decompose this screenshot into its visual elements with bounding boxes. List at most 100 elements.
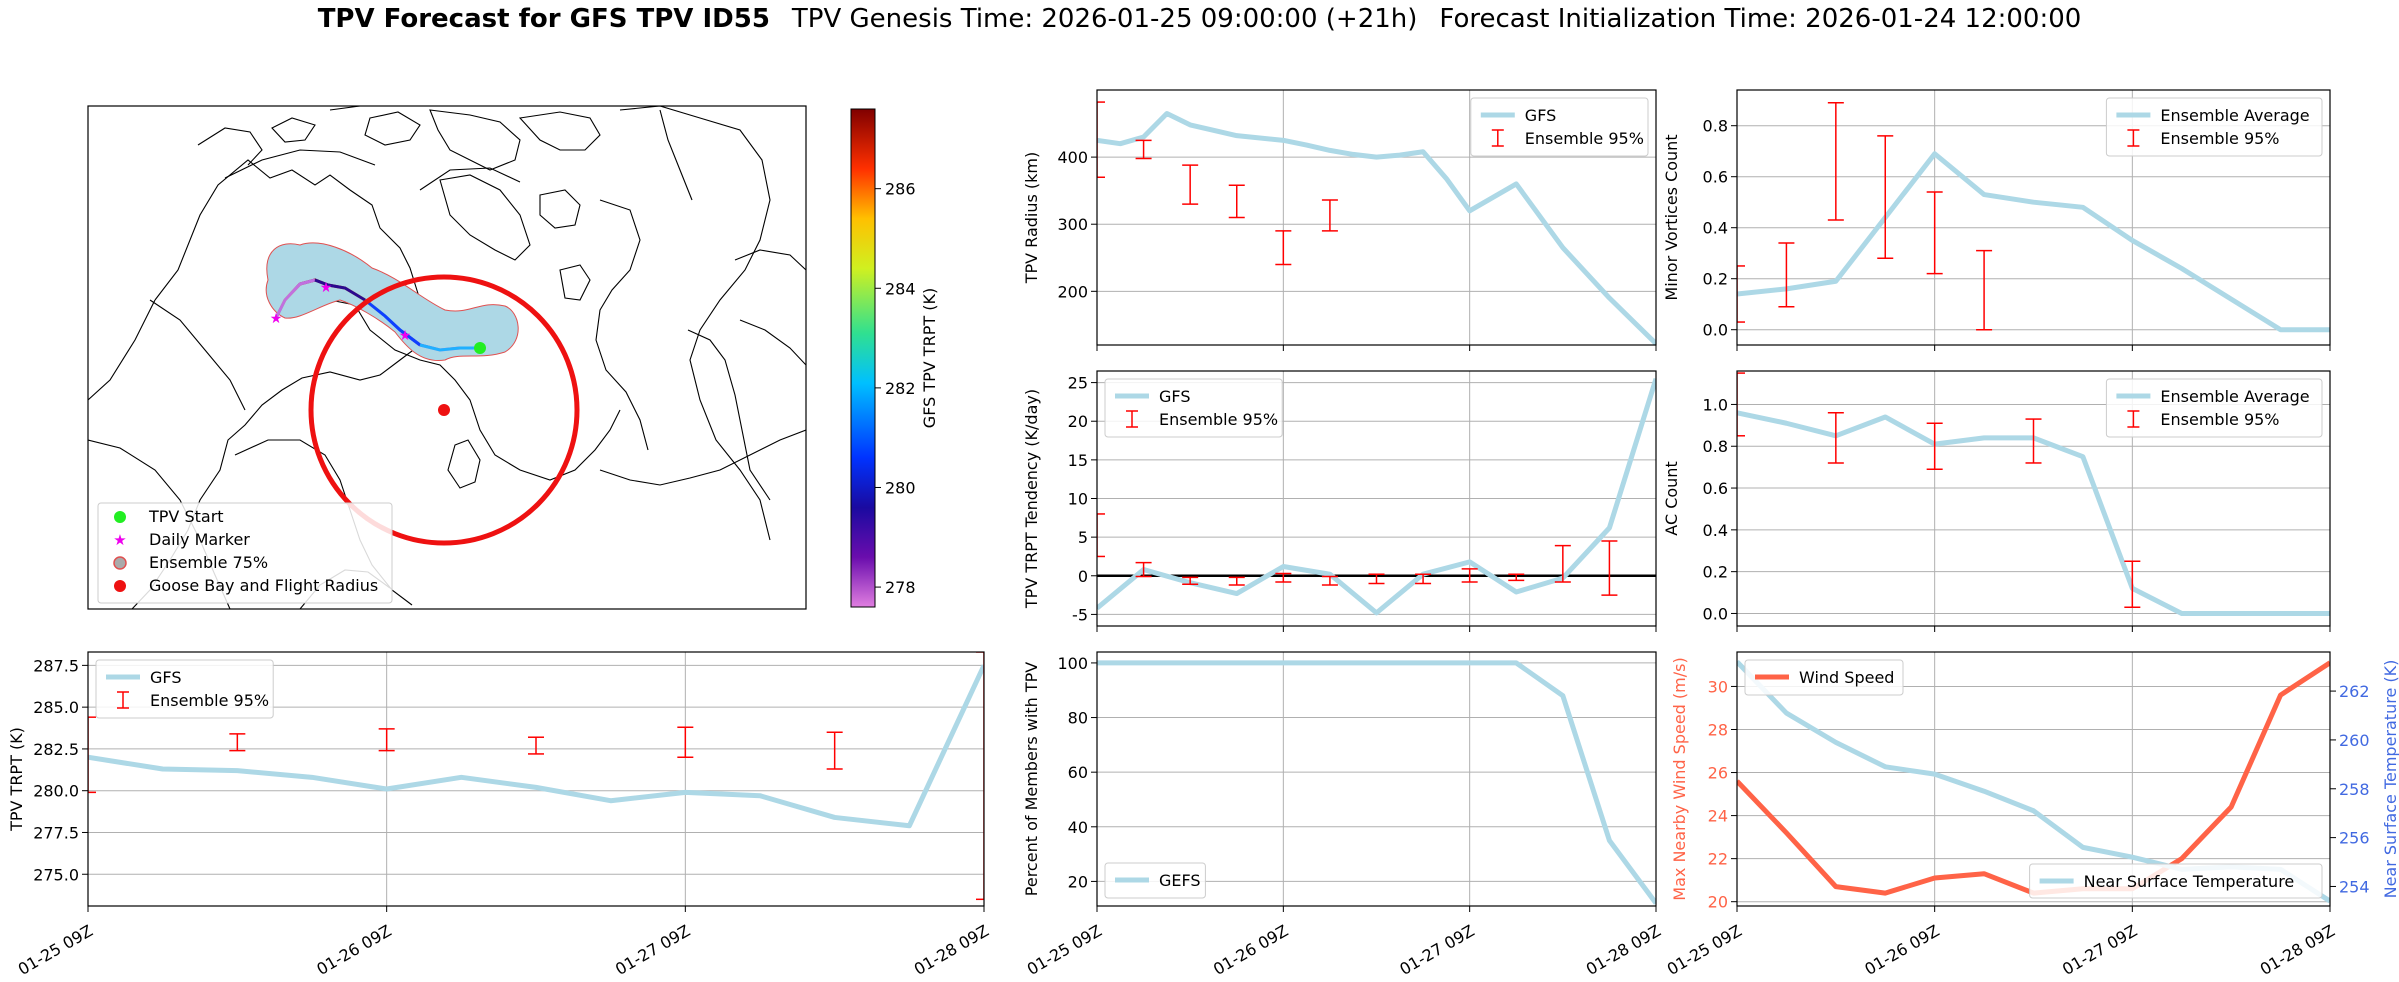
plot-frame — [1736, 651, 2331, 907]
y-tick-label: 287.5 — [33, 656, 79, 675]
y-axis-label: TPV TRPT Tendency (K/day) — [1022, 389, 1041, 609]
y-tick-label: 0.0 — [1703, 604, 1728, 623]
y-tick-label: 28 — [1708, 720, 1728, 739]
map-legend: TPV Start ★ Daily Marker Ensemble 75% Go… — [97, 502, 393, 604]
plot-content — [1097, 101, 1656, 345]
legend-label: GFS — [1525, 106, 1556, 125]
plot-content — [1737, 102, 2330, 333]
daily-marker-star: ★ — [270, 311, 283, 327]
y-tick-label: 1.0 — [1703, 395, 1728, 414]
series-line — [1097, 660, 1656, 905]
plot-content — [88, 652, 984, 901]
colorbar-tick-label: 278 — [885, 578, 916, 597]
y-tick-label: 280.0 — [33, 782, 79, 801]
chart-wind: 01-25 09Z 01-26 09Z 01-27 09Z 01-28 09Z 20 22… — [1664, 651, 2399, 979]
legend-label: Ensemble 95% — [150, 691, 269, 710]
plot-frame — [1096, 651, 1657, 907]
y-tick-label: 0.8 — [1703, 117, 1728, 136]
y-axis-label: Percent of Members with TPV — [1022, 662, 1041, 896]
map-legend-label: Daily Marker — [149, 530, 250, 549]
series-line — [1097, 110, 1656, 345]
colorbar-tick-label: 286 — [885, 180, 916, 199]
legend-goosebay-marker — [114, 580, 126, 592]
legend-label: Wind Speed — [1799, 668, 1894, 687]
plot-content — [1097, 377, 1656, 616]
y-tick-label: 275.0 — [33, 865, 79, 884]
chart-percent: 01-25 09Z 01-26 09Z 01-27 09Z 01-28 09Z 20 40… — [1022, 651, 1664, 979]
y-tick-label: 282.5 — [33, 740, 79, 759]
legend: GFS Ensemble 95% — [1470, 97, 1649, 157]
y-tick-label: -5 — [1072, 605, 1088, 624]
legend-label: Ensemble 95% — [1159, 410, 1278, 429]
legend-box — [2029, 863, 2323, 899]
y-axis-label: TPV TRPT (K) — [7, 727, 26, 832]
y-tick-label: 0.6 — [1703, 479, 1728, 498]
y2-tick-label: 254 — [2339, 877, 2370, 896]
plot-content — [1737, 372, 2330, 616]
y-tick-label: 20 — [1068, 412, 1088, 431]
y2-tick-label: 256 — [2339, 829, 2370, 848]
x-tick-label: 01-26 09Z — [313, 921, 394, 979]
colorbar-label: GFS TPV TRPT (K) — [920, 288, 939, 428]
y-tick-label: 20 — [1708, 893, 1728, 912]
legend-box — [1104, 862, 1206, 899]
map-legend-label: Goose Bay and Flight Radius — [149, 576, 378, 595]
x-tick-label: 01-28 09Z — [1583, 921, 1664, 979]
colorbar-tick-label: 284 — [885, 279, 916, 298]
legend-label: Ensemble Average — [2160, 387, 2309, 406]
y-tick-label: 60 — [1068, 763, 1088, 782]
legend: Ensemble Average Ensemble 95% — [2105, 378, 2323, 438]
legend-label: Near Surface Temperature — [2084, 872, 2295, 891]
y-tick-label: 26 — [1708, 764, 1728, 783]
legend-label: Ensemble 95% — [2160, 410, 2279, 429]
y-tick-label: 0.4 — [1703, 219, 1728, 238]
x-tick-label: 01-27 09Z — [612, 921, 693, 979]
y-tick-label: 25 — [1068, 374, 1088, 393]
chart-radius: 200 300 400 TPV Radius (km) GFS Ensemble 95% — [1022, 89, 1657, 351]
y-tick-label: 0.2 — [1703, 563, 1728, 582]
y-tick-label: 0 — [1078, 567, 1088, 586]
ensemble-75-area — [265, 242, 519, 362]
legend: Ensemble Average Ensemble 95% — [2105, 97, 2323, 157]
goose-bay-marker — [438, 404, 450, 416]
y-tick-label: 20 — [1068, 872, 1088, 891]
series-line — [1737, 151, 2330, 333]
y-tick-label: 0.6 — [1703, 168, 1728, 187]
colorbar-tick-label: 280 — [885, 478, 916, 497]
chart-tendency: -5 0 5 10 15 20 25 TPV TRPT Tendency (K/day) GFS… — [1022, 370, 1657, 632]
y-tick-label: 285.0 — [33, 698, 79, 717]
y-tick-label: 10 — [1068, 490, 1088, 509]
y-axis-label: Max Nearby Wind Speed (m/s) — [1670, 657, 1689, 900]
y-tick-label: 0.8 — [1703, 437, 1728, 456]
legend: Wind Speed — [1744, 659, 1904, 696]
legend-box — [95, 659, 274, 719]
y-tick-label: 80 — [1068, 709, 1088, 728]
legend-label: GFS — [1159, 387, 1190, 406]
x-tick-label: 01-25 09Z — [15, 921, 96, 979]
legend-secondary: Near Surface Temperature — [2029, 863, 2323, 899]
daily-marker-star: ★ — [399, 328, 412, 344]
y-tick-label: 40 — [1068, 818, 1088, 837]
y-axis-label: Minor Vortices Count — [1662, 134, 1681, 300]
x-tick-label: 01-27 09Z — [1396, 921, 1477, 979]
y-tick-label: 24 — [1708, 807, 1728, 826]
map-panel: ★ ★ ★ TPV Start ★ Daily Marker Ensemble … — [87, 105, 939, 610]
colorbar — [850, 108, 876, 608]
legend-ensemble-marker — [113, 556, 127, 570]
legend-label: Ensemble Average — [2160, 106, 2309, 125]
chart-minor: 0.0 0.2 0.4 0.6 0.8 Minor Vortices Count Ensem… — [1662, 89, 2331, 351]
flight-radius-circle — [308, 274, 580, 546]
figure-title-bold: TPV Forecast for GFS TPV ID55 — [317, 4, 770, 34]
chart-ac: 0.0 0.2 0.4 0.6 0.8 1.0 AC Count Ensemble Avera… — [1662, 370, 2331, 632]
genesis-time: TPV Genesis Time: 2026-01-25 09:00:00 (+… — [791, 4, 1418, 34]
map-legend-label: TPV Start — [148, 507, 224, 526]
y-tick-label: 300 — [1057, 215, 1088, 234]
daily-marker-star: ★ — [320, 280, 333, 296]
x-tick-label: 01-26 09Z — [1210, 921, 1291, 979]
y-axis-label: TPV Radius (km) — [1022, 152, 1041, 285]
legend-box — [2105, 378, 2323, 438]
x-tick-label: 01-28 09Z — [911, 921, 992, 979]
plot-frame — [1096, 89, 1657, 346]
y-tick-label: 22 — [1708, 850, 1728, 869]
y-tick-label: 100 — [1057, 654, 1088, 673]
